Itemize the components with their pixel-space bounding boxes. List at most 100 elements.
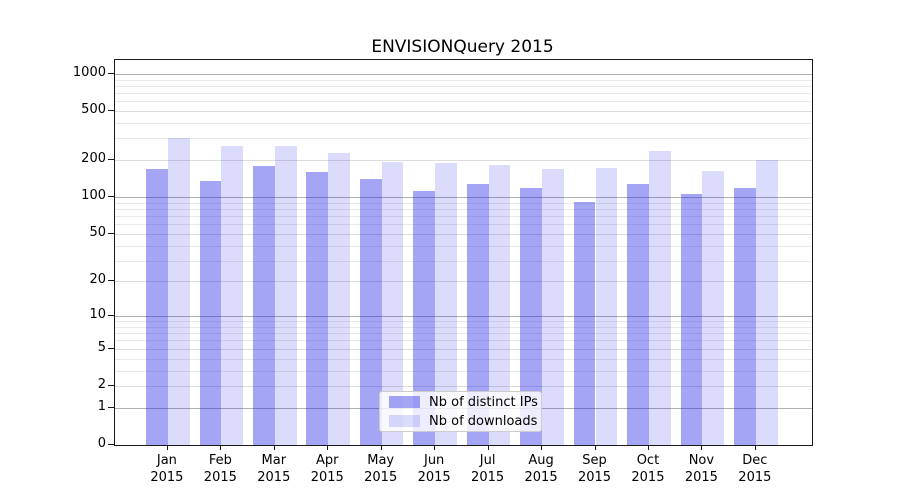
x-tick-month: Oct: [636, 453, 660, 468]
bar-distinct-ips-sep: [573, 202, 596, 445]
minor-gridline: [115, 340, 812, 342]
x-tick-year: 2015: [738, 470, 772, 485]
x-tick-mark: [487, 445, 489, 450]
bar-downloads-dec: [755, 160, 778, 445]
x-tick-month: Apr: [316, 453, 339, 468]
x-tick-mark: [327, 445, 329, 450]
legend-item-downloads: Nb of downloads: [380, 413, 541, 429]
legend-label-downloads: Nb of downloads: [429, 413, 538, 429]
bar-downloads-nov: [702, 171, 725, 445]
x-tick-year: 2015: [257, 470, 291, 485]
x-tick-month: Sep: [582, 453, 607, 468]
x-tick-year: 2015: [150, 470, 184, 485]
legend-item-distinct-ips: Nb of distinct IPs: [380, 394, 541, 410]
y-tick-mark: [108, 406, 114, 408]
x-tick-label: Feb 2015: [192, 452, 248, 486]
legend-swatch-distinct-ips-icon: [389, 396, 420, 408]
bar-distinct-ips-may: [359, 178, 382, 445]
x-tick-label: Mar 2015: [246, 452, 302, 486]
minor-gridline: [115, 224, 812, 226]
minor-gridline: [115, 123, 812, 125]
minor-gridline: [115, 101, 812, 103]
y-tick-label: 20: [89, 272, 106, 288]
minor-gridline: [115, 321, 812, 323]
minor-gridline: [115, 93, 812, 95]
x-tick-mark: [166, 445, 168, 450]
bar-downloads-sep: [595, 167, 618, 445]
x-tick-year: 2015: [471, 470, 505, 485]
legend-label-distinct-ips: Nb of distinct IPs: [429, 394, 538, 410]
y-tick-label: 5: [97, 339, 106, 355]
x-tick-label: Apr 2015: [299, 452, 355, 486]
y-tick-label: 10: [89, 307, 106, 323]
plot-area: [114, 59, 813, 446]
y-tick-label: 1: [97, 398, 106, 414]
minor-gridline: [115, 260, 812, 262]
minor-gridline: [115, 208, 812, 210]
x-tick-mark: [647, 445, 649, 450]
major-gridline: [115, 233, 812, 235]
y-tick-mark: [108, 347, 114, 349]
major-gridline: [115, 73, 812, 75]
minor-gridline: [115, 138, 812, 140]
y-tick-label: 200: [81, 151, 106, 167]
x-tick-mark: [380, 445, 382, 450]
y-tick-mark: [108, 280, 114, 282]
minor-gridline: [115, 202, 812, 204]
minor-gridline: [115, 216, 812, 218]
x-tick-mark: [434, 445, 436, 450]
legend-swatch-downloads-icon: [389, 415, 420, 427]
x-tick-label: Sep 2015: [567, 452, 623, 486]
x-tick-mark: [754, 445, 756, 450]
x-tick-year: 2015: [417, 470, 451, 485]
x-tick-year: 2015: [577, 470, 612, 485]
major-gridline: [115, 348, 812, 350]
bar-downloads-jun: [435, 163, 457, 445]
bar-distinct-ips-jul: [466, 183, 489, 445]
bar-downloads-jul: [488, 164, 511, 445]
x-tick-label: Nov 2015: [673, 452, 729, 486]
x-tick-mark: [220, 445, 222, 450]
minor-gridline: [115, 79, 812, 81]
x-tick-month: Dec: [742, 453, 768, 468]
y-tick-label: 1000: [72, 64, 106, 80]
x-tick-label: Oct 2015: [620, 452, 676, 486]
bar-distinct-ips-oct: [627, 183, 649, 445]
bar-distinct-ips-mar: [253, 166, 275, 445]
x-tick-month: Nov: [688, 453, 715, 468]
y-tick-label: 0: [97, 436, 106, 451]
bar-downloads-jan: [167, 138, 190, 445]
y-tick-mark: [108, 196, 114, 198]
major-gridline: [115, 385, 812, 387]
x-tick-month: Jun: [423, 453, 445, 468]
minor-gridline: [115, 370, 812, 372]
x-tick-year: 2015: [524, 470, 558, 485]
y-tick-label: 2: [97, 376, 106, 392]
y-tick-mark: [108, 384, 114, 386]
x-tick-mark: [701, 445, 703, 450]
bar-downloads-oct: [648, 150, 671, 445]
y-tick-label: 100: [81, 188, 106, 204]
major-gridline: [115, 197, 812, 199]
x-tick-month: Jan: [156, 453, 177, 468]
minor-gridline: [115, 333, 812, 335]
x-tick-month: Jul: [479, 453, 496, 468]
x-tick-year: 2015: [203, 470, 237, 485]
x-tick-label: May 2015: [353, 452, 409, 486]
x-tick-year: 2015: [631, 470, 665, 485]
bar-downloads-mar: [274, 146, 297, 445]
x-tick-mark: [273, 445, 275, 450]
x-tick-label: Jul 2015: [460, 452, 516, 486]
bar-distinct-ips-jan: [146, 169, 168, 445]
y-tick-mark: [108, 110, 114, 112]
x-tick-month: Aug: [528, 453, 554, 468]
x-tick-mark: [541, 445, 543, 450]
y-tick-mark: [108, 159, 114, 161]
major-gridline: [115, 281, 812, 283]
bar-distinct-ips-feb: [199, 180, 222, 445]
x-tick-label: Jan 2015: [139, 452, 195, 486]
y-tick-mark: [108, 232, 114, 234]
bar-distinct-ips-nov: [680, 194, 703, 445]
x-tick-year: 2015: [364, 470, 398, 485]
